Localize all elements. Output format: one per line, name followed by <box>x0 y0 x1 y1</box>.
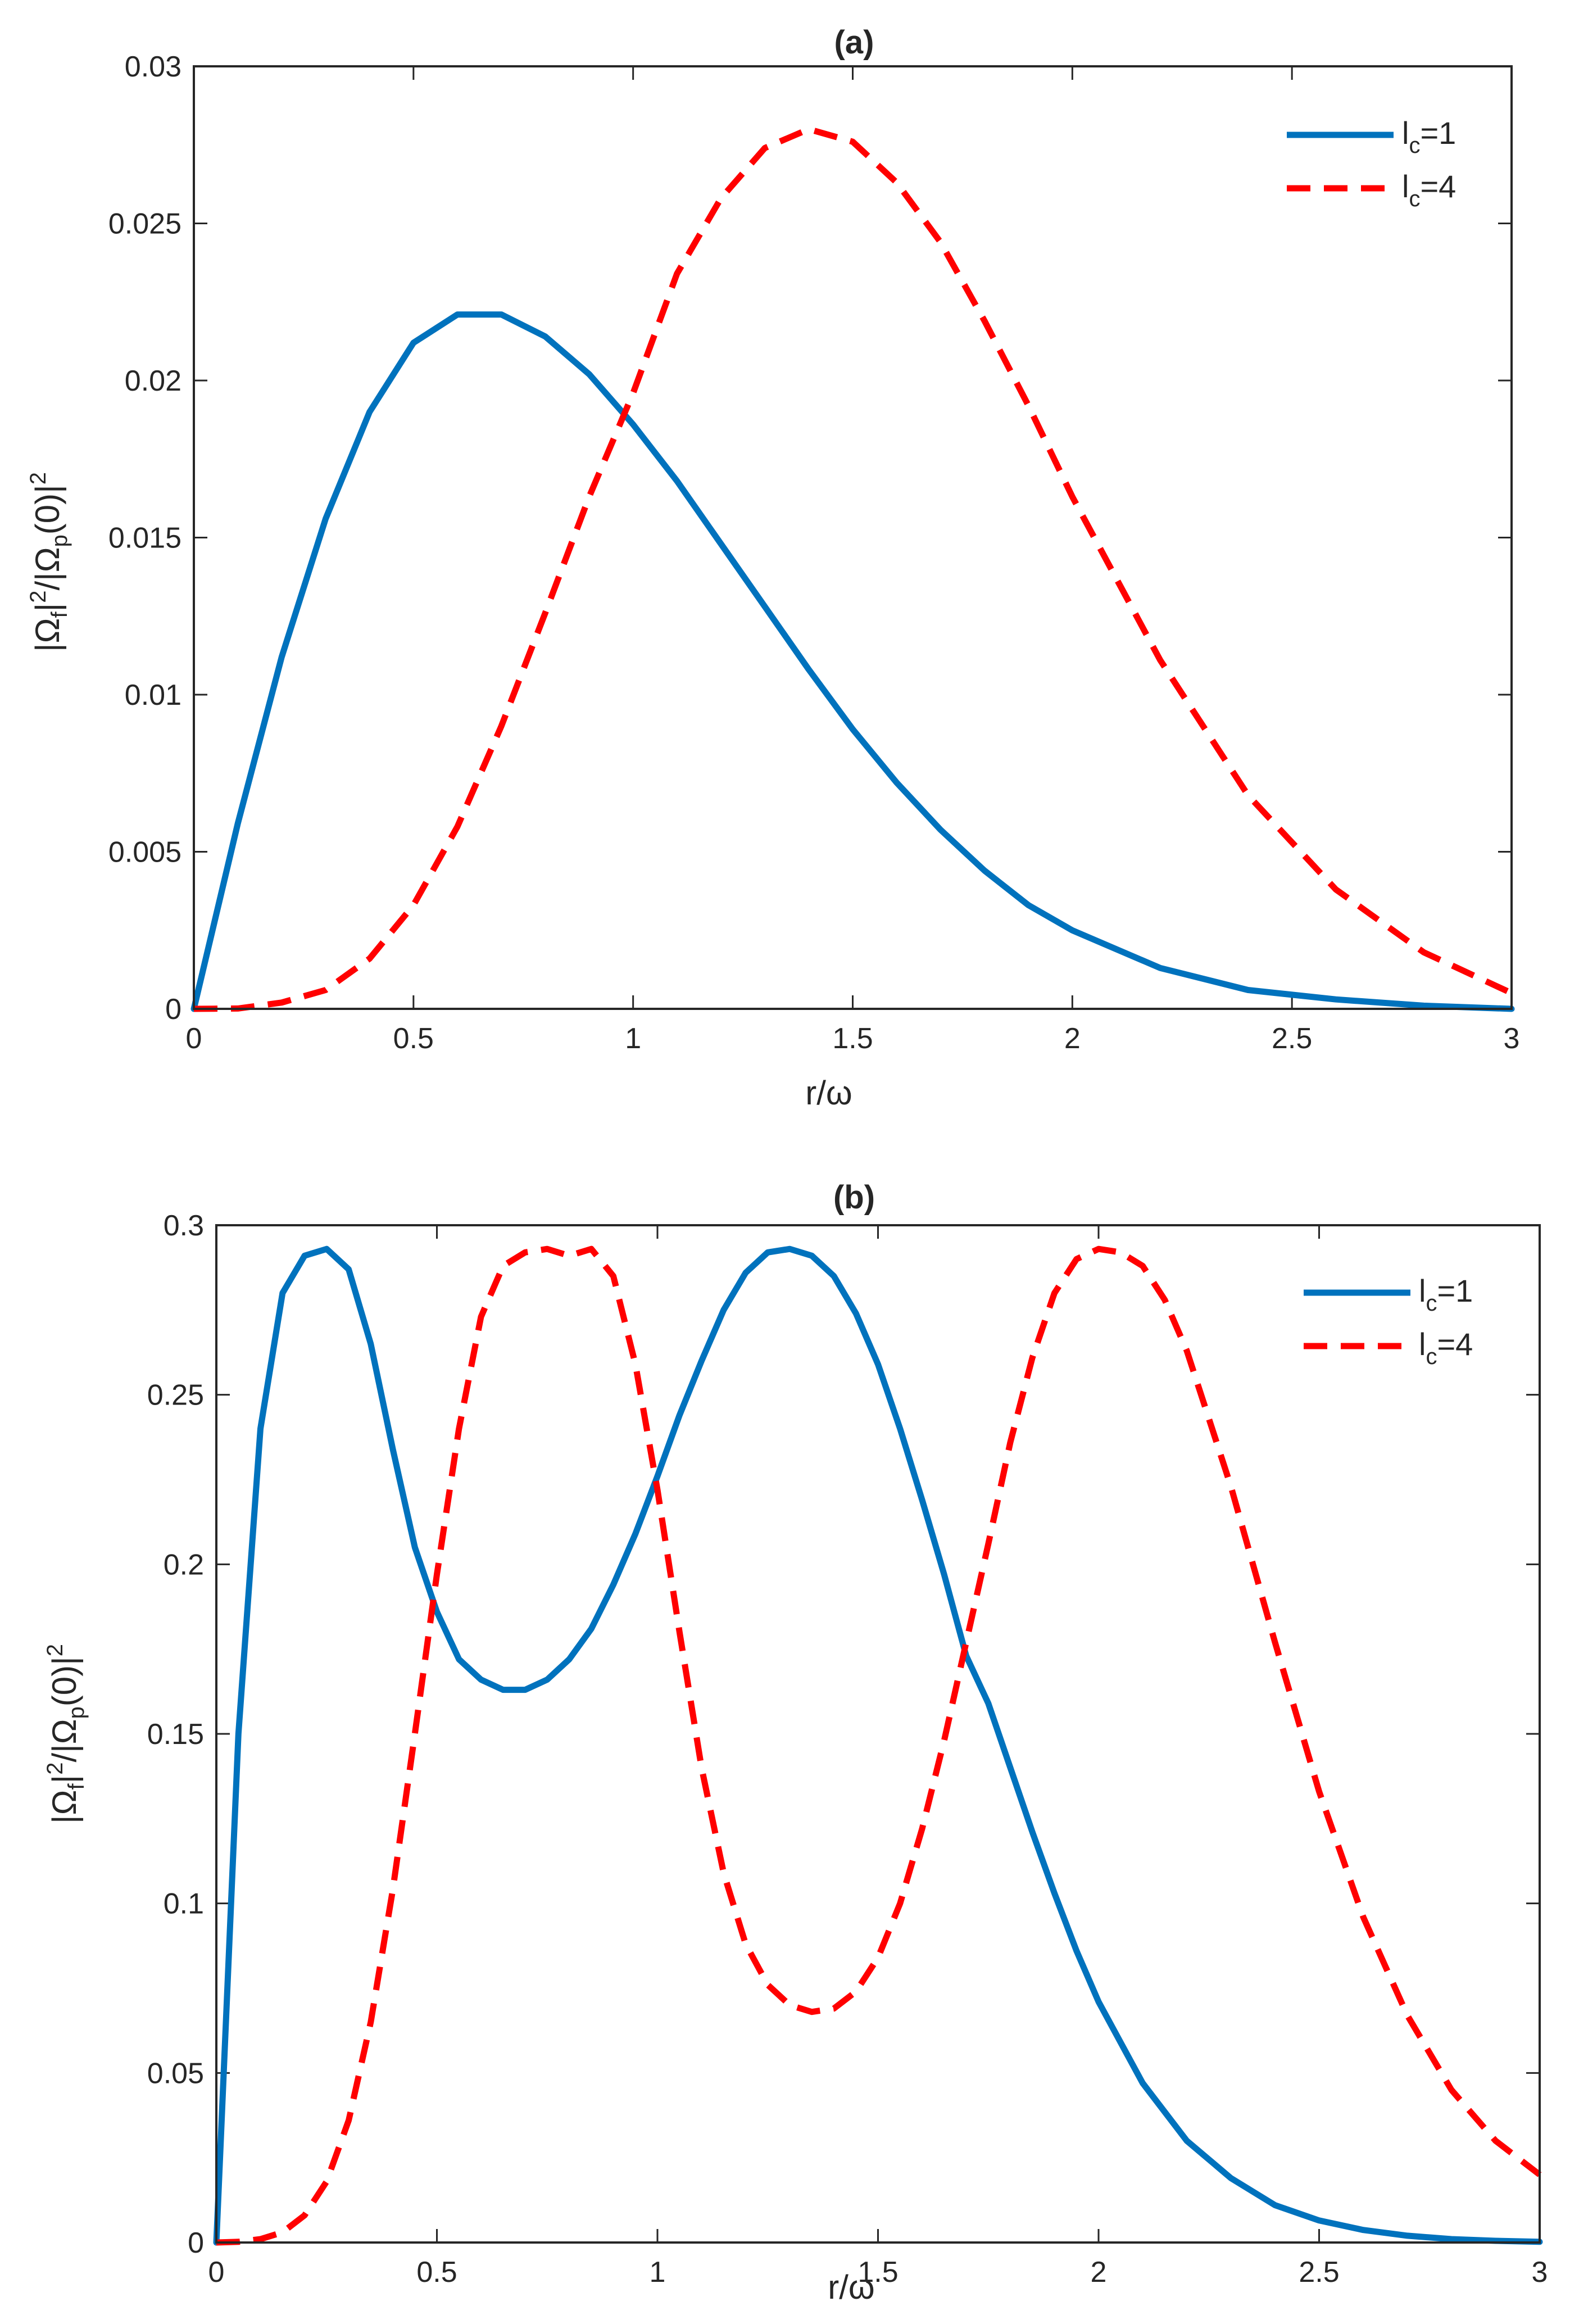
panel-a-legend-label-2: lc=4 <box>1402 169 1456 211</box>
panel-a-plot-area <box>190 65 1515 1012</box>
panel-b-ytick-label: 0.15 <box>147 1718 204 1751</box>
panel-a-ytick-label: 0.01 <box>125 679 182 712</box>
panel-a-axes-box <box>193 65 1513 1010</box>
panel-a-xtick-label: 3 <box>1504 1022 1520 1055</box>
panel-a-xtick-label: 2 <box>1064 1022 1081 1055</box>
panel-b-xtick-label: 3 <box>1532 2256 1548 2289</box>
panel-b-legend: lc=1 lc=4 <box>1304 1273 1473 1369</box>
svg-text:|Ωf|2/|Ωp(0)|2: |Ωf|2/|Ωp(0)|2 <box>26 472 72 652</box>
panel-a-xtick-label: 1 <box>625 1022 641 1055</box>
panel-a-xtick-label: 0 <box>186 1022 202 1055</box>
panel-b-ytick-label: 0.1 <box>164 1888 204 1920</box>
panel-b-xtick-label: 2.5 <box>1299 2256 1339 2289</box>
panel-b-ytick-label: 0.25 <box>147 1379 204 1412</box>
panel-b-ytick-label: 0.2 <box>164 1548 204 1581</box>
panel-b-series-2-line <box>216 1245 1542 2246</box>
panel-a-ytick-label: 0 <box>165 993 182 1026</box>
panel-a-ylabel: |Ωf|2/|Ωp(0)|2 <box>26 472 72 652</box>
panel-a-ytick-label: 0.02 <box>125 365 182 397</box>
panel-a-ytick-label: 0.03 <box>125 51 182 83</box>
panel-b-xtick-label: 1 <box>650 2256 666 2289</box>
panel-b-xtick-label: 2 <box>1091 2256 1107 2289</box>
panel-b-title: (b) <box>833 1179 875 1216</box>
panel-a-xtick-label: 1.5 <box>832 1022 873 1055</box>
panel-b-series-1-line <box>213 1245 1543 2246</box>
panel-a-xtick-label: 2.5 <box>1272 1022 1312 1055</box>
panel-a-legend: lc=1 lc=4 <box>1287 115 1456 211</box>
panel-a-ytick-label: 0.025 <box>108 208 182 241</box>
panel-a-title: (a) <box>834 24 874 61</box>
panel-b-axes-box <box>215 1224 1541 2244</box>
panel-b-ytick-label: 0.05 <box>147 2057 204 2090</box>
panel-b-xtick-label: 0.5 <box>416 2256 457 2289</box>
panel-a-yticks: 0 0.005 0.01 0.015 0.02 0.025 0.03 <box>108 51 1512 1026</box>
panel-a-ytick-label: 0.015 <box>108 522 182 555</box>
panel-b-legend-label-1: lc=1 <box>1419 1273 1473 1316</box>
panel-b-xlabel: r/ω <box>828 2268 875 2306</box>
panel-a-legend-label-1: lc=1 <box>1402 115 1456 158</box>
svg-text:|Ωf|2/|Ωp(0)|2: |Ωf|2/|Ωp(0)|2 <box>43 1644 89 1824</box>
panel-b-ytick-label: 0 <box>188 2227 204 2259</box>
panel-a-series-2-line <box>193 126 1513 1012</box>
panel-b-chart: (b) |Ωf|2/|Ωp(0)|2 r/ω 0 0.05 0.1 0.15 0.2 0.… <box>43 1179 1548 2306</box>
panel-a-chart: (a) |Ωf|2/|Ωp(0)|2 r/ω 0 0.005 0.01 0.015 0.… <box>26 24 1519 1112</box>
panel-a-ytick-label: 0.005 <box>108 836 182 869</box>
panel-b-xticks: 0 0.5 1 1.5 2 2.5 3 <box>208 1225 1548 2289</box>
panel-b-legend-label-2: lc=4 <box>1419 1326 1473 1369</box>
panel-b-xtick-label: 1.5 <box>857 2256 898 2289</box>
panel-a-series-1-line <box>190 311 1515 1012</box>
panel-a-xtick-label: 0.5 <box>393 1022 434 1055</box>
panel-b-plot-area <box>213 1224 1543 2246</box>
panel-b-yticks: 0 0.05 0.1 0.15 0.2 0.25 0.3 <box>147 1209 1540 2259</box>
panel-b-xtick-label: 0 <box>208 2256 225 2289</box>
panel-b-ylabel: |Ωf|2/|Ωp(0)|2 <box>43 1644 89 1824</box>
panel-a-xlabel: r/ω <box>805 1074 852 1112</box>
panel-b-ytick-label: 0.3 <box>164 1209 204 1242</box>
